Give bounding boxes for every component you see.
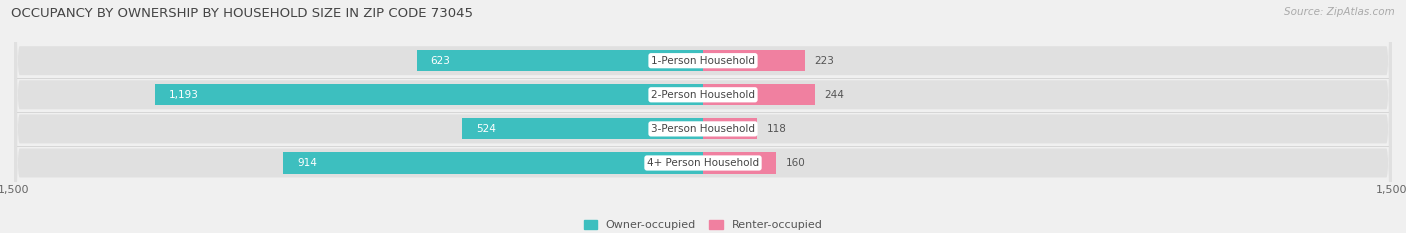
- Text: 4+ Person Household: 4+ Person Household: [647, 158, 759, 168]
- FancyBboxPatch shape: [14, 0, 1392, 233]
- Text: 3-Person Household: 3-Person Household: [651, 124, 755, 134]
- Bar: [703, 84, 815, 105]
- Text: 524: 524: [477, 124, 496, 134]
- Text: 1,193: 1,193: [169, 90, 198, 100]
- Bar: [463, 118, 703, 140]
- Bar: [416, 50, 703, 71]
- Bar: [283, 152, 703, 174]
- Text: 914: 914: [297, 158, 316, 168]
- Text: 118: 118: [766, 124, 786, 134]
- FancyBboxPatch shape: [14, 0, 1392, 233]
- Bar: [703, 118, 758, 140]
- Text: 244: 244: [824, 90, 844, 100]
- Bar: [703, 152, 776, 174]
- Text: 223: 223: [814, 56, 835, 66]
- Text: OCCUPANCY BY OWNERSHIP BY HOUSEHOLD SIZE IN ZIP CODE 73045: OCCUPANCY BY OWNERSHIP BY HOUSEHOLD SIZE…: [11, 7, 474, 20]
- Text: 1-Person Household: 1-Person Household: [651, 56, 755, 66]
- FancyBboxPatch shape: [14, 0, 1392, 233]
- FancyBboxPatch shape: [14, 0, 1392, 233]
- Text: 623: 623: [430, 56, 450, 66]
- Text: 160: 160: [786, 158, 806, 168]
- Text: 2-Person Household: 2-Person Household: [651, 90, 755, 100]
- Legend: Owner-occupied, Renter-occupied: Owner-occupied, Renter-occupied: [579, 216, 827, 233]
- Text: Source: ZipAtlas.com: Source: ZipAtlas.com: [1284, 7, 1395, 17]
- Bar: [155, 84, 703, 105]
- Bar: [703, 50, 806, 71]
